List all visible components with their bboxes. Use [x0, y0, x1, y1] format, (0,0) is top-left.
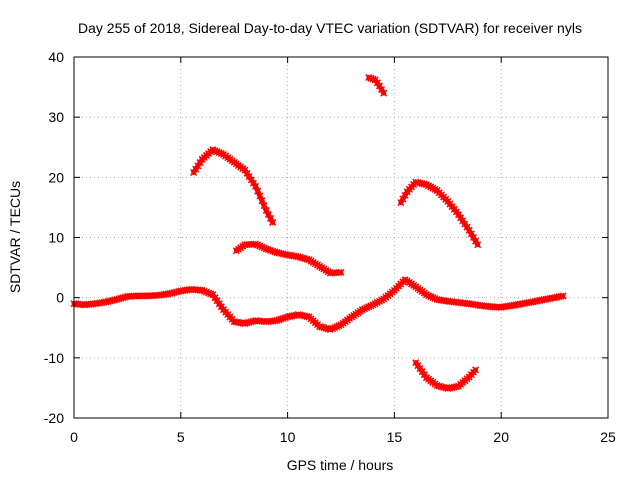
data-point	[241, 166, 249, 174]
data-point	[365, 73, 373, 81]
series-track-arc-1	[190, 146, 277, 226]
axis-ticks: 0 5 10 15 20 25 -20 -10 0 10 20 30 40	[44, 49, 616, 445]
data-point	[252, 182, 260, 190]
data-point	[277, 315, 285, 323]
data-point	[269, 247, 277, 255]
data-point	[452, 383, 460, 391]
series-track-main	[70, 276, 567, 334]
data-point	[397, 199, 405, 207]
data-point	[262, 245, 270, 253]
data-point	[254, 187, 262, 195]
data-point	[266, 214, 275, 222]
data-point	[557, 292, 565, 300]
data-point	[465, 226, 473, 234]
data-point	[269, 218, 277, 226]
data-point	[378, 85, 386, 94]
data-point	[303, 312, 311, 320]
data-point	[258, 197, 266, 205]
data-point	[335, 268, 343, 277]
data-point	[474, 241, 482, 249]
data-point	[192, 165, 200, 173]
series-track-arc-2	[232, 240, 345, 277]
data-point	[279, 314, 287, 322]
x-tick-label: 0	[70, 429, 78, 445]
data-point	[275, 316, 283, 324]
data-point	[420, 180, 428, 188]
data-point	[262, 206, 270, 214]
data-point	[367, 74, 375, 82]
data-point	[399, 195, 407, 203]
chart-title: Day 255 of 2018, Sidereal Day-to-day VTE…	[78, 20, 582, 36]
data-point	[247, 176, 255, 184]
x-axis-label: GPS time / hours	[287, 457, 394, 473]
data-point	[337, 268, 345, 276]
data-point	[256, 192, 264, 200]
x-tick-label: 5	[177, 429, 185, 445]
data-point	[472, 237, 480, 245]
x-tick-label: 25	[600, 429, 616, 445]
series-track-arc-3	[365, 73, 388, 97]
data-point	[472, 366, 480, 374]
data-point	[190, 168, 198, 177]
data-point	[380, 89, 388, 97]
data-point	[194, 162, 202, 170]
data-point	[260, 202, 268, 210]
y-tick-label: 0	[56, 290, 64, 306]
data-point	[401, 191, 409, 199]
y-tick-label: 30	[48, 109, 64, 125]
y-tick-label: 10	[48, 230, 64, 246]
x-tick-label: 10	[280, 429, 296, 445]
series-track-arc-4	[397, 178, 482, 249]
data-point	[467, 230, 475, 238]
data-point	[243, 169, 251, 177]
y-tick-label: -10	[44, 350, 64, 366]
y-tick-label: 20	[48, 169, 64, 185]
data-point	[273, 316, 281, 325]
data-point	[375, 82, 383, 90]
data-point	[264, 246, 272, 254]
y-axis-label: SDTVAR / TECUs	[7, 181, 23, 293]
data-point	[264, 210, 272, 218]
data-point	[245, 173, 253, 181]
grid-lines	[74, 57, 608, 418]
data-point	[249, 179, 257, 187]
data-series	[70, 73, 567, 393]
data-point	[266, 246, 275, 254]
y-tick-label: 40	[48, 49, 64, 65]
data-point	[559, 292, 567, 300]
data-point	[469, 233, 477, 242]
x-tick-label: 20	[493, 429, 509, 445]
data-point	[303, 255, 311, 263]
x-tick-label: 15	[387, 429, 403, 445]
y-tick-label: -20	[44, 410, 64, 426]
series-track-arc-5	[412, 359, 480, 393]
